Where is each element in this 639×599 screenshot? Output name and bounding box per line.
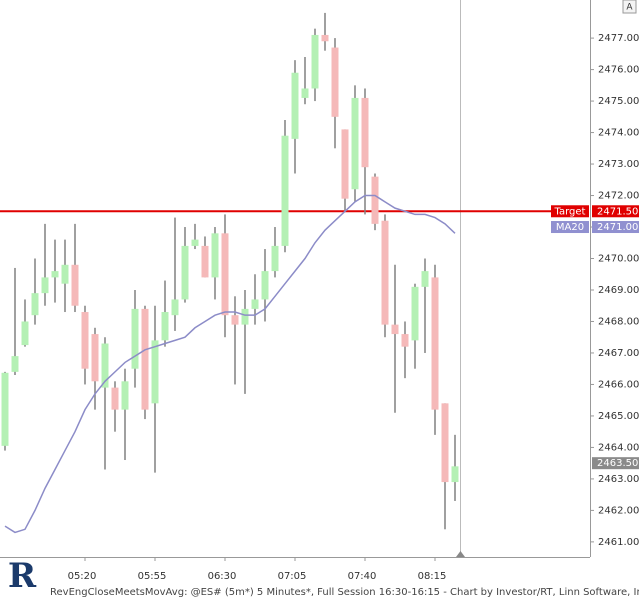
candle-body [171,299,179,316]
candle-body [321,34,329,42]
candle-body [11,356,19,372]
candle-body [401,334,409,347]
candle-body [271,245,279,272]
x-tick-label: 05:20 [68,571,97,582]
ma-line [4,194,456,534]
candle-body [311,34,319,89]
candle-body [441,403,449,483]
last-price-box [592,457,639,470]
y-tick-label: 2476.00 [598,65,639,76]
candle-body [211,233,219,278]
candle-body [221,233,229,316]
y-tick-label: 2475.00 [598,96,639,107]
y-tick-label: 2467.00 [598,348,639,359]
y-tick-label: 2464.00 [598,442,639,453]
candle-body [451,466,459,483]
candle-body [261,271,269,300]
corner-button[interactable] [622,0,637,14]
candle-body [341,129,349,199]
candle-body [431,277,439,410]
candle-body [421,271,429,287]
candle-body [371,176,379,224]
y-tick-label: 2461.00 [598,537,639,548]
candle-body [61,264,69,284]
candle-body [1,372,9,446]
tag-value: 2471.00 [597,222,638,233]
y-tick-label: 2470.00 [598,254,639,265]
candle-body [141,308,149,410]
candle-body [31,293,39,316]
candle-body [161,312,169,341]
candle-body [411,286,419,341]
candle-body [71,264,79,306]
last-price-label: 2463.50 [597,458,638,469]
tag-name-box [551,221,589,234]
y-tick-label: 2477.00 [598,33,639,44]
x-tick-label: 06:30 [208,571,237,582]
y-tick-label: 2473.00 [598,159,639,170]
candle-body [391,324,399,335]
logo: R [8,556,37,596]
candle-body [331,47,339,117]
candle-body [181,245,189,300]
y-tick-label: 2462.00 [598,505,639,516]
candle-body [291,72,299,139]
candle-body [51,271,59,278]
tag-name: MA20 [556,222,584,233]
candle-body [81,312,89,369]
y-tick-label: 2472.00 [598,191,639,202]
y-tick-label: 2466.00 [598,379,639,390]
y-tick-label: 2463.00 [598,474,639,485]
x-tick-label: 07:40 [348,571,377,582]
y-tick-label: 2465.00 [598,411,639,422]
y-tick-label: 2474.00 [598,128,639,139]
candle-body [281,135,289,246]
tag-name: Target [554,206,586,217]
logo-letter: R [8,556,37,596]
footer: RevEngCloseMeetsMovAvg: @ES# (5m*) 5 Min… [50,587,639,598]
candle-body [131,308,139,369]
candle-body [381,220,389,325]
candle-body [91,334,99,382]
candle-body [101,343,109,388]
candle-body [301,88,309,98]
time-marker-arrow [456,551,465,557]
tag-value: 2471.50 [597,206,638,217]
candle-body [111,387,119,410]
candle-body [41,277,49,294]
y-tick-label: 2468.00 [598,316,639,327]
tag-name-box [551,205,589,218]
candle-body [231,315,239,325]
x-tick-label: 07:05 [278,571,307,582]
tag-value-box [592,205,639,218]
candle-body [21,321,29,346]
candle-body [361,97,369,168]
corner-button-label[interactable]: A [626,3,633,13]
candle-body [241,308,249,325]
x-tick-label: 08:15 [418,571,447,582]
y-tick-label: 2469.00 [598,285,639,296]
candle-body [191,239,199,246]
candle-body [151,340,159,404]
x-tick-label: 05:55 [138,571,167,582]
candle-body [251,299,259,309]
candle-body [121,381,129,410]
candle-body [201,245,209,278]
tag-value-box [592,221,639,234]
candle-body [351,97,359,190]
